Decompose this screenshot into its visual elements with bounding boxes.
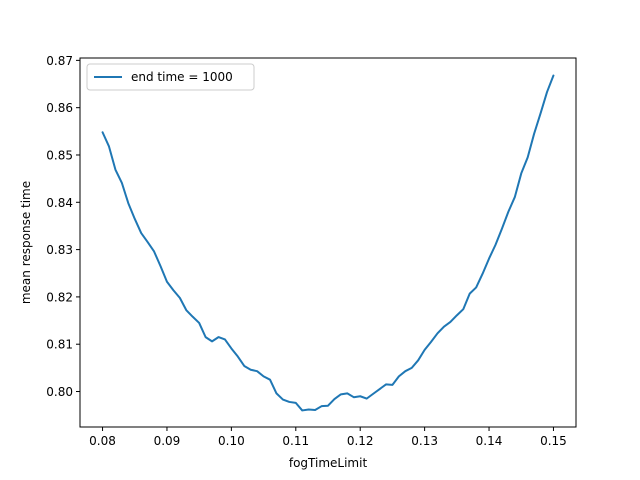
y-tick-label: 0.81 xyxy=(46,338,73,352)
y-tick-label: 0.84 xyxy=(46,196,73,210)
x-tick-label: 0.13 xyxy=(411,434,438,448)
x-axis-title: fogTimeLimit xyxy=(289,456,368,470)
x-tick-label: 0.14 xyxy=(476,434,503,448)
y-tick-label: 0.82 xyxy=(46,290,73,304)
y-tick-label: 0.87 xyxy=(46,54,73,68)
x-tick-label: 0.10 xyxy=(218,434,245,448)
x-tick-label: 0.15 xyxy=(540,434,567,448)
x-tick-label: 0.12 xyxy=(347,434,374,448)
legend-box xyxy=(86,63,255,91)
series-line-0 xyxy=(101,74,555,412)
x-axis: 0.08 0.09 0.10 0.11 0.12 0.13 0.14 0.15 xyxy=(89,427,567,448)
y-tick-label: 0.80 xyxy=(46,385,73,399)
legend-label: end time = 1000 xyxy=(131,70,233,84)
series-layer xyxy=(101,74,555,412)
legend: end time = 1000 xyxy=(86,63,255,91)
plot-frame xyxy=(79,57,577,428)
y-tick-label: 0.85 xyxy=(46,148,73,162)
y-tick-label: 0.83 xyxy=(46,243,73,257)
x-tick-label: 0.09 xyxy=(154,434,181,448)
y-axis-title: mean response time xyxy=(19,181,33,304)
y-axis: 0.80 0.81 0.82 0.83 0.84 0.85 0.86 0.87 xyxy=(46,54,80,399)
x-tick-label: 0.11 xyxy=(282,434,309,448)
x-tick-label: 0.08 xyxy=(89,434,116,448)
y-tick-label: 0.86 xyxy=(46,101,73,115)
